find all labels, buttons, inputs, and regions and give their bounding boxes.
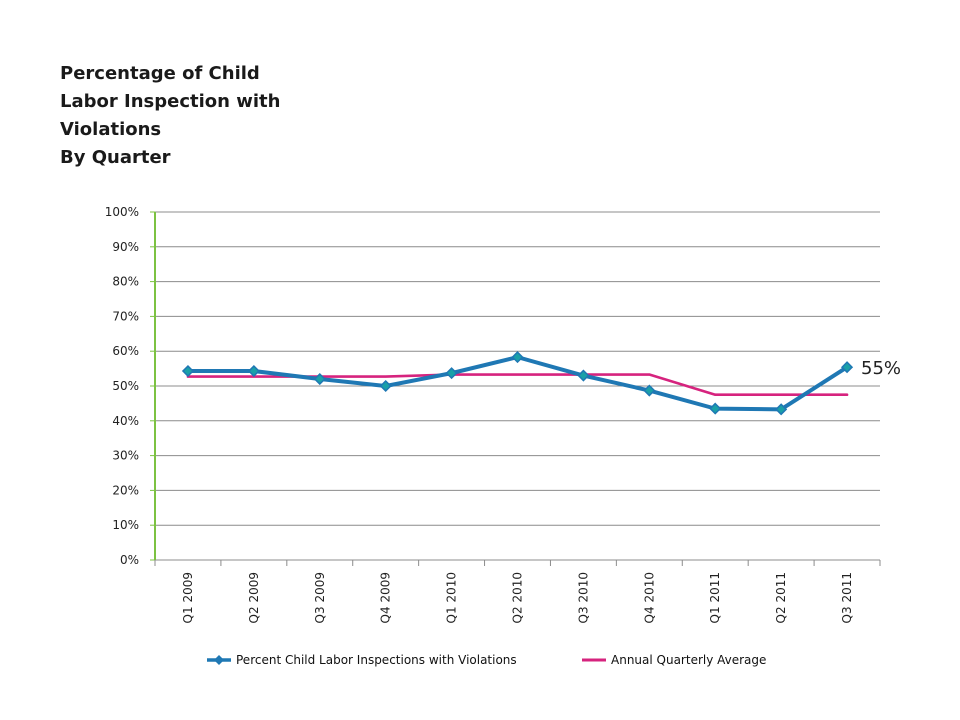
- x-tick-label: Q2 2010: [511, 572, 525, 623]
- y-tick-label: 100%: [105, 205, 139, 219]
- data-label: 55%: [861, 358, 901, 379]
- chart-title: Percentage of Child Labor Inspection wit…: [60, 60, 390, 172]
- x-tick-label: Q1 2011: [708, 572, 722, 623]
- chart-title-line-3: Violations: [60, 119, 162, 140]
- x-tick-label: Q3 2011: [840, 572, 854, 623]
- data-point: [643, 384, 656, 397]
- data-point: [775, 403, 788, 416]
- chart-title-line-1: Percentage of Child: [60, 63, 260, 84]
- y-tick-label: 70%: [112, 309, 139, 323]
- y-tick-label: 20%: [112, 483, 139, 497]
- axes: [150, 211, 881, 566]
- y-tick-label: 50%: [112, 379, 139, 393]
- chart-title-line-2: Labor Inspection with: [60, 91, 281, 112]
- x-tick-label: Q3 2009: [313, 572, 327, 623]
- y-tick-labels: 0% 10% 20% 30% 40% 50% 60% 70% 80% 90% 100%: [105, 205, 139, 567]
- annotations: 55%: [861, 358, 901, 379]
- data-point: [313, 372, 326, 386]
- chart-title-line-4: By Quarter: [60, 147, 171, 168]
- data-point: [379, 379, 392, 393]
- legend-item-violations: Percent Child Labor Inspections with Vio…: [205, 650, 517, 670]
- legend: Percent Child Labor Inspections with Vio…: [0, 650, 960, 670]
- y-tick-label: 40%: [112, 414, 139, 428]
- series-line: [185, 355, 850, 412]
- y-tick-label: 0%: [120, 553, 139, 567]
- series-group: [181, 351, 854, 416]
- data-point: [709, 402, 722, 415]
- x-tick-label: Q4 2009: [379, 572, 393, 623]
- legend-item-average: Annual Quarterly Average: [580, 650, 766, 670]
- x-tick-label: Q1 2010: [445, 572, 459, 623]
- legend-label-average: Annual Quarterly Average: [611, 653, 767, 667]
- data-point: [247, 364, 260, 378]
- series-line: [186, 373, 849, 397]
- series-0: [181, 351, 854, 416]
- y-tick-label: 80%: [112, 275, 139, 289]
- x-tick-label: Q2 2011: [774, 572, 788, 623]
- data-point: [577, 369, 590, 382]
- y-tick-label: 90%: [112, 240, 139, 254]
- data-point: [181, 364, 195, 378]
- x-tick-label: Q2 2009: [247, 572, 261, 623]
- x-tick-label: Q4 2010: [642, 572, 656, 623]
- series-1: [186, 373, 849, 397]
- y-tick-label: 30%: [112, 449, 139, 463]
- x-tick-label: Q1 2009: [181, 572, 195, 623]
- x-tick-label: Q3 2010: [576, 572, 590, 623]
- data-point: [445, 367, 458, 380]
- x-tick-labels: Q1 2009 Q2 2009 Q3 2009 Q4 2009 Q1 2010 Q2 20…: [181, 572, 854, 623]
- legend-swatch-average: [582, 658, 606, 662]
- data-point: [511, 351, 524, 364]
- legend-label-violations: Percent Child Labor Inspections with Vio…: [236, 653, 517, 667]
- data-point: [840, 361, 854, 374]
- y-tick-label: 10%: [112, 518, 139, 532]
- legend-swatch-violations: [207, 655, 231, 665]
- y-tick-label: 60%: [112, 344, 139, 358]
- line-chart: 0% 10% 20% 30% 40% 50% 60% 70% 80% 90% 100% Q1 200…: [105, 205, 901, 623]
- grid-lines: [155, 211, 880, 526]
